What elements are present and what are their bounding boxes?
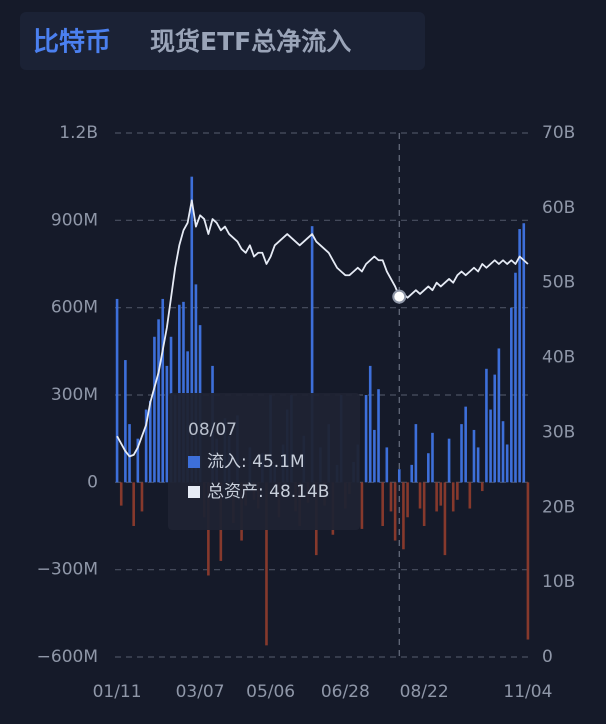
y2-tick-label: 50B (542, 273, 575, 293)
bar (501, 421, 505, 483)
bar (144, 409, 148, 483)
bar (514, 272, 517, 483)
y-tick-label: 0 (87, 472, 98, 492)
bar (265, 482, 268, 646)
bar (360, 482, 364, 529)
hover-point (392, 289, 407, 304)
bar (418, 482, 422, 509)
bar (119, 482, 123, 506)
bar (468, 482, 472, 509)
tooltip-row: 总资产: 48.14B (207, 482, 329, 502)
bar (489, 409, 492, 483)
bar (140, 482, 144, 512)
x-tick-label: 06/28 (321, 682, 370, 702)
bar (480, 482, 484, 492)
bar (456, 482, 459, 500)
y-tick-label: 300M (51, 385, 98, 405)
y-tick-label: −600M (37, 647, 98, 667)
bar (485, 368, 488, 483)
bar (505, 444, 509, 483)
bar (115, 298, 119, 483)
bar (451, 482, 455, 512)
bar (389, 482, 393, 512)
bar (128, 424, 131, 483)
bar (427, 453, 430, 483)
bar (364, 395, 368, 483)
bar (460, 424, 463, 483)
bar (161, 298, 165, 483)
bar (377, 389, 380, 483)
bar (397, 469, 401, 483)
bar (410, 464, 414, 483)
bar (476, 447, 480, 483)
bar (182, 301, 185, 483)
bar (431, 432, 434, 483)
y2-tick-label: 20B (542, 497, 575, 517)
bar (464, 406, 467, 483)
y2-tick-label: 10B (542, 572, 575, 592)
bar (472, 429, 476, 483)
bar (194, 284, 198, 483)
y-tick-label: −300M (37, 560, 98, 580)
bar (493, 374, 497, 483)
line (116, 199, 529, 458)
tooltip-swatch (188, 486, 200, 498)
tooltip (168, 393, 360, 530)
y2-tick-label: 0 (542, 647, 553, 667)
bar (422, 482, 426, 526)
tooltip-swatch (188, 456, 200, 468)
bar (157, 319, 160, 483)
bar (310, 226, 314, 483)
bar (148, 400, 152, 483)
y-tick-label: 900M (51, 210, 98, 230)
bar (443, 482, 447, 556)
bar (435, 482, 438, 512)
y-tick-label: 1.2B (59, 123, 98, 143)
y2-tick-label: 70B (542, 123, 575, 143)
bar (368, 365, 372, 483)
bar (153, 336, 156, 483)
bar (522, 223, 526, 483)
bar (124, 360, 127, 483)
tooltip-row: 流入: 45.1M (207, 452, 305, 472)
y-tick-label: 600M (51, 298, 98, 318)
x-tick-label: 01/11 (93, 682, 142, 702)
bar (373, 429, 376, 483)
chart-subtitle: 现货ETF总净流入 (150, 27, 351, 56)
y2-tick-label: 40B (542, 348, 575, 368)
bar (414, 424, 418, 483)
bar (136, 438, 140, 483)
bar (439, 482, 443, 506)
tooltip-date: 08/07 (188, 420, 237, 440)
x-tick-label: 08/22 (400, 682, 449, 702)
bar (406, 482, 409, 518)
title-panel (20, 12, 425, 70)
bar (510, 307, 513, 483)
y2-tick-label: 60B (542, 198, 575, 218)
x-tick-label: 03/07 (176, 682, 225, 702)
bar (132, 482, 135, 526)
bar (526, 482, 530, 640)
x-tick-label: 05/06 (246, 682, 295, 702)
y2-tick-label: 30B (542, 422, 575, 442)
bar (518, 229, 521, 483)
bar (393, 482, 397, 541)
bar (190, 176, 194, 483)
bar (402, 482, 405, 550)
bar (385, 447, 389, 483)
bar (497, 348, 501, 483)
bar (165, 365, 169, 483)
x-tick-label: 11/04 (503, 682, 552, 702)
chart-title: 比特币 (33, 27, 111, 58)
bar (381, 482, 384, 526)
bar (447, 438, 451, 483)
